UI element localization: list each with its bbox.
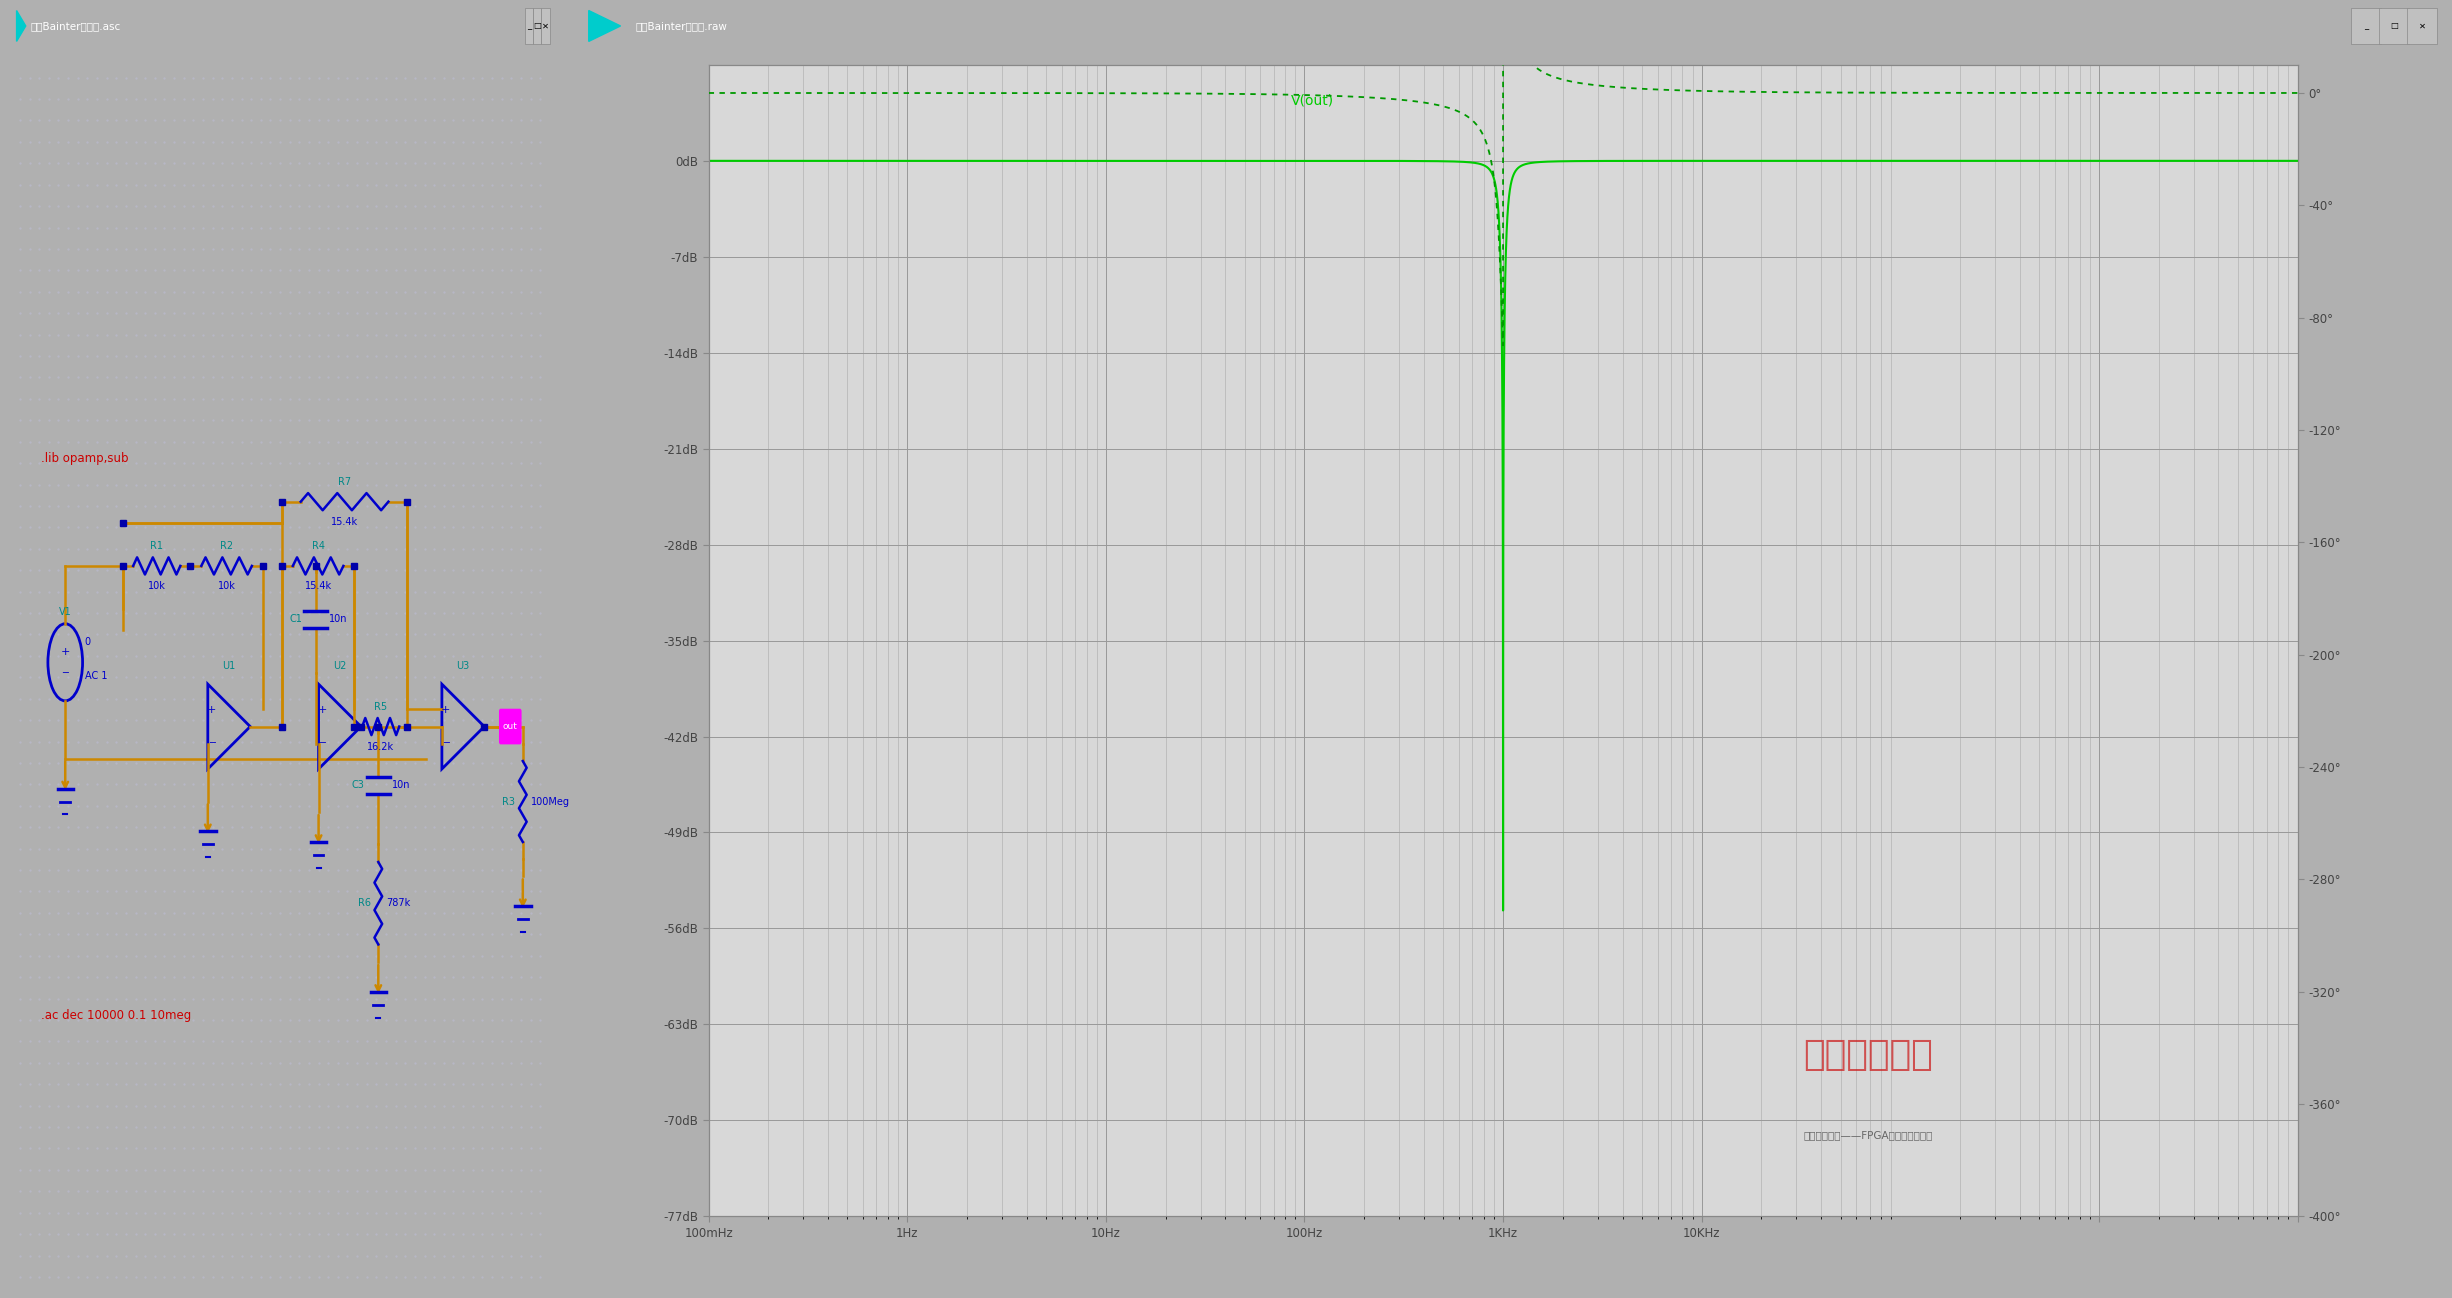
FancyBboxPatch shape (525, 8, 535, 44)
Text: out: out (503, 722, 517, 731)
Text: R4: R4 (311, 541, 324, 550)
Text: R7: R7 (338, 476, 351, 487)
Text: 二阶Bainter陷波器.raw: 二阶Bainter陷波器.raw (635, 21, 728, 31)
Text: +: + (319, 705, 326, 715)
FancyBboxPatch shape (2408, 8, 2437, 44)
Text: AC 1: AC 1 (83, 671, 108, 681)
FancyBboxPatch shape (532, 8, 542, 44)
Text: 10k: 10k (218, 582, 235, 591)
Text: ─: ─ (444, 739, 449, 748)
Text: 100Meg: 100Meg (530, 797, 569, 806)
FancyBboxPatch shape (2378, 8, 2410, 44)
Text: R5: R5 (375, 701, 387, 711)
Text: 硬件设计之美——FPGA与嵌入式编程序: 硬件设计之美——FPGA与嵌入式编程序 (1805, 1131, 1932, 1141)
Text: V1: V1 (59, 607, 71, 617)
Text: ✕: ✕ (2418, 22, 2425, 30)
Text: C3: C3 (353, 780, 365, 790)
Text: 二阶Bainter陷波器.asc: 二阶Bainter陷波器.asc (29, 21, 120, 31)
Text: +: + (441, 705, 451, 715)
Text: 15.4k: 15.4k (304, 582, 331, 591)
Text: _: _ (527, 22, 532, 30)
Text: R2: R2 (221, 541, 233, 550)
Text: □: □ (532, 22, 542, 30)
Polygon shape (17, 10, 25, 42)
Text: ─: ─ (208, 739, 216, 748)
Text: R3: R3 (503, 797, 515, 806)
Text: 10n: 10n (392, 780, 409, 790)
Text: C1: C1 (289, 614, 302, 624)
Text: U2: U2 (333, 661, 346, 671)
Text: 15.4k: 15.4k (331, 517, 358, 527)
Text: ─: ─ (61, 668, 69, 678)
Text: 徐晓康的博客: 徐晓康的博客 (1805, 1038, 1932, 1072)
Text: ─: ─ (319, 739, 326, 748)
Text: 16.2k: 16.2k (368, 741, 395, 752)
Text: R1: R1 (150, 541, 164, 550)
FancyBboxPatch shape (542, 8, 549, 44)
Text: 787k: 787k (385, 898, 409, 909)
Text: +: + (61, 646, 71, 657)
Text: 10n: 10n (329, 614, 348, 624)
Text: .lib opamp,sub: .lib opamp,sub (42, 452, 128, 466)
Text: U1: U1 (223, 661, 235, 671)
Text: .ac dec 10000 0.1 10meg: .ac dec 10000 0.1 10meg (42, 1009, 191, 1023)
FancyBboxPatch shape (500, 710, 520, 744)
Text: 0: 0 (83, 637, 91, 648)
Text: _: _ (2364, 22, 2369, 30)
Polygon shape (588, 10, 620, 42)
Text: V(out): V(out) (1290, 93, 1334, 108)
Text: R6: R6 (358, 898, 370, 909)
Text: □: □ (2391, 22, 2398, 30)
Text: U3: U3 (456, 661, 471, 671)
Text: +: + (206, 705, 216, 715)
Text: ✕: ✕ (542, 22, 549, 30)
Text: 10k: 10k (147, 582, 167, 591)
FancyBboxPatch shape (2351, 8, 2381, 44)
